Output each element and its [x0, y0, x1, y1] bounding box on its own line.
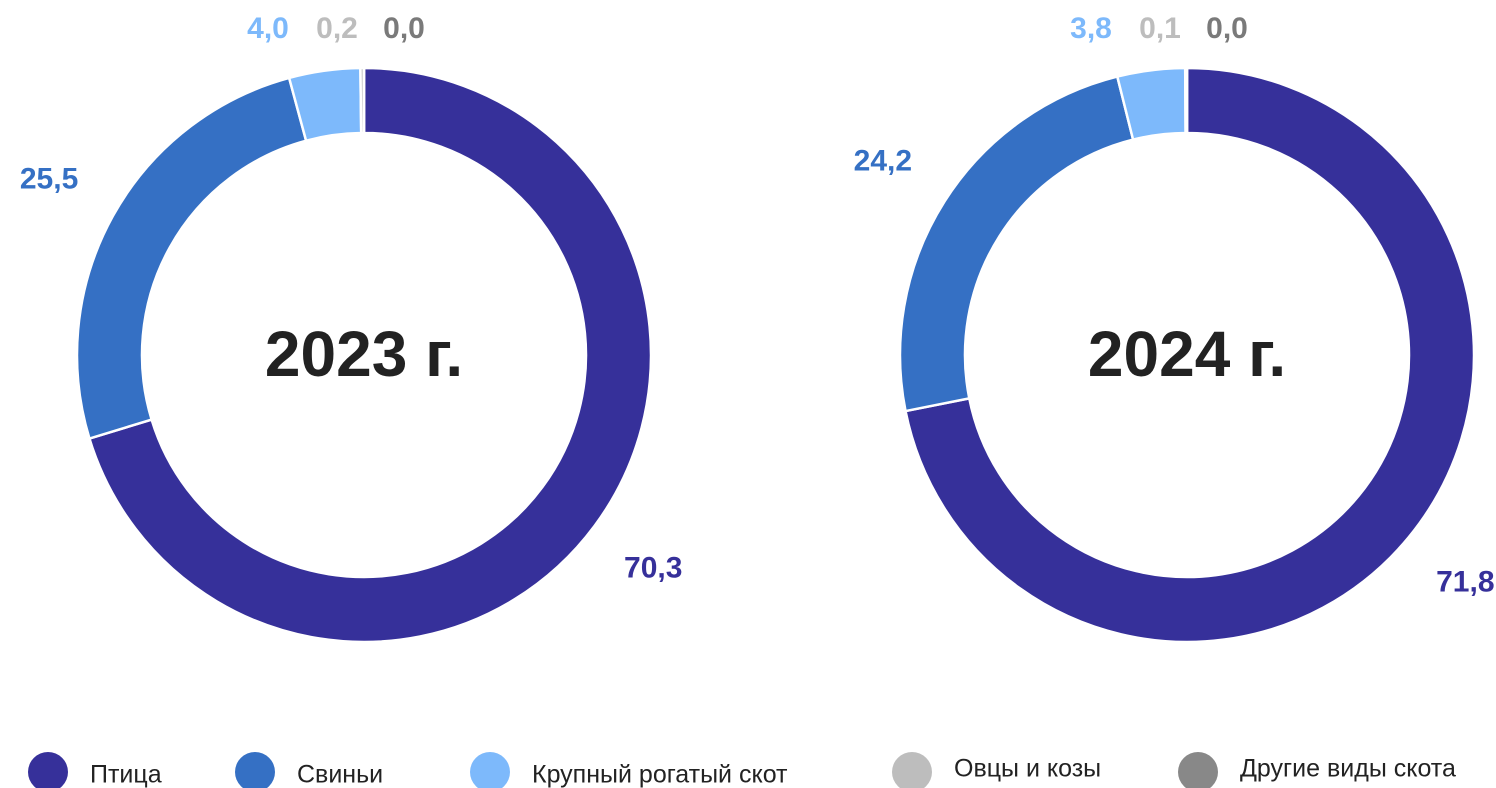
legend-label: Птица [90, 761, 162, 788]
value-label: 71,8 [1436, 565, 1494, 598]
value-label: 0,1 [1139, 12, 1181, 45]
value-label: 24,2 [854, 144, 912, 177]
donut-segment [87, 66, 653, 644]
legend-marker [235, 752, 275, 788]
value-label: 0,2 [316, 12, 358, 45]
legend-marker [28, 752, 68, 788]
legend-label: Крупный рогатый скот [532, 761, 788, 788]
value-label: 0,0 [383, 12, 425, 45]
value-label: 3,8 [1070, 12, 1112, 45]
value-label: 0,0 [1206, 12, 1248, 45]
legend-marker [470, 752, 510, 788]
value-label: 70,3 [624, 551, 682, 584]
value-label: 4,0 [247, 12, 289, 45]
legend-label: Другие виды скота [1240, 755, 1456, 783]
chart-title: 2024 г. [1088, 318, 1286, 390]
legend-label: Свиньи [297, 761, 383, 788]
chart-title: 2023 г. [265, 318, 463, 390]
value-label: 25,5 [20, 163, 78, 196]
donut-segment [904, 66, 1476, 644]
legend-label: Овцы и козы [954, 755, 1101, 783]
legend-marker [892, 752, 932, 788]
legend-marker [1178, 752, 1218, 788]
